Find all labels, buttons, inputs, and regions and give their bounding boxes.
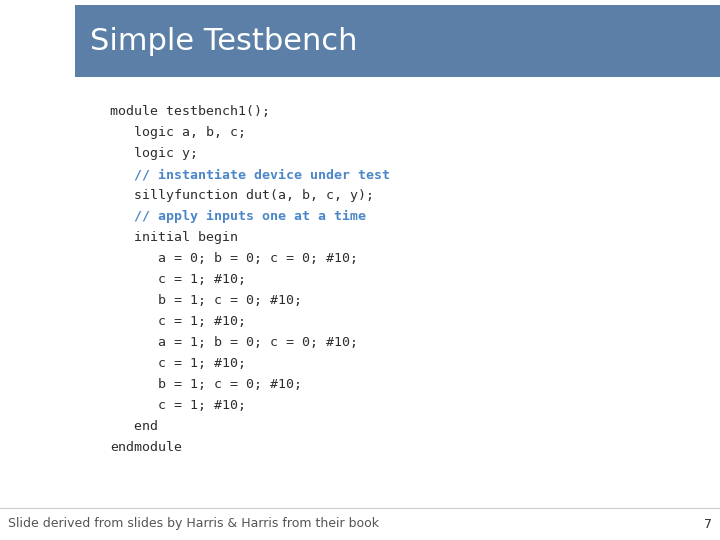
Text: c = 1; #10;: c = 1; #10; — [110, 399, 246, 412]
Text: sillyfunction dut(a, b, c, y);: sillyfunction dut(a, b, c, y); — [110, 189, 374, 202]
Text: module testbench1();: module testbench1(); — [110, 105, 270, 118]
Text: logic a, b, c;: logic a, b, c; — [110, 126, 246, 139]
Text: // instantiate device under test: // instantiate device under test — [110, 168, 390, 181]
FancyBboxPatch shape — [75, 5, 720, 77]
Text: logic y;: logic y; — [110, 147, 198, 160]
Text: a = 0; b = 0; c = 0; #10;: a = 0; b = 0; c = 0; #10; — [110, 252, 358, 265]
Text: // apply inputs one at a time: // apply inputs one at a time — [110, 210, 366, 223]
Text: c = 1; #10;: c = 1; #10; — [110, 357, 246, 370]
Text: endmodule: endmodule — [110, 441, 182, 454]
Text: b = 1; c = 0; #10;: b = 1; c = 0; #10; — [110, 294, 302, 307]
Text: 7: 7 — [704, 517, 712, 530]
Text: end: end — [110, 420, 158, 433]
Text: b = 1; c = 0; #10;: b = 1; c = 0; #10; — [110, 378, 302, 391]
Text: Simple Testbench: Simple Testbench — [90, 26, 358, 56]
Text: Slide derived from slides by Harris & Harris from their book: Slide derived from slides by Harris & Ha… — [8, 517, 379, 530]
Text: a = 1; b = 0; c = 0; #10;: a = 1; b = 0; c = 0; #10; — [110, 336, 358, 349]
Text: c = 1; #10;: c = 1; #10; — [110, 273, 246, 286]
Text: c = 1; #10;: c = 1; #10; — [110, 315, 246, 328]
Text: initial begin: initial begin — [110, 231, 238, 244]
